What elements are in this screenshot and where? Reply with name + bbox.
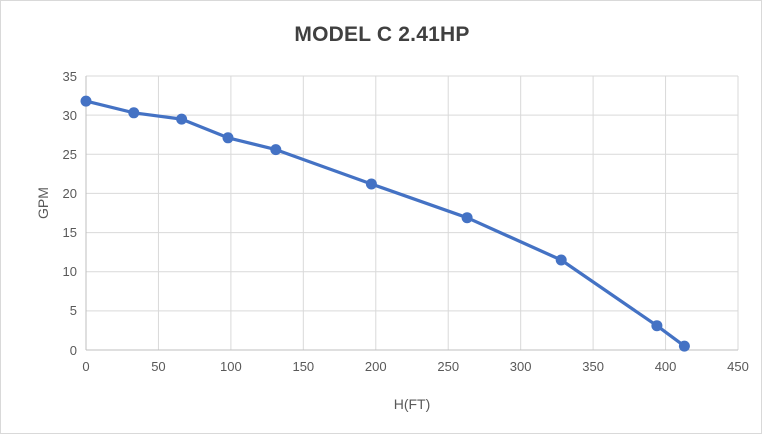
data-point-marker — [176, 113, 188, 125]
axis-lines — [85, 76, 738, 351]
y-tick-label: 35 — [62, 68, 77, 84]
gridlines — [85, 75, 739, 351]
x-tick-label: 350 — [582, 359, 604, 374]
y-tick-label: 25 — [62, 146, 77, 162]
data-point-marker — [270, 144, 282, 156]
y-tick-label: 15 — [62, 225, 77, 241]
y-tick-label: 30 — [62, 107, 77, 123]
data-point-marker — [128, 107, 140, 119]
y-tick-label: 5 — [69, 303, 77, 319]
x-tick-label: 150 — [292, 359, 315, 374]
y-tick-label: 0 — [69, 342, 77, 358]
data-point-marker — [80, 95, 92, 107]
data-point-marker — [461, 212, 473, 224]
data-point-marker — [651, 320, 663, 332]
data-point-marker — [222, 132, 234, 144]
data-point-marker — [678, 340, 690, 352]
series-line — [84, 99, 687, 348]
y-tick-label: 10 — [62, 264, 77, 280]
y-tick-label: 20 — [62, 185, 77, 201]
data-point-marker — [555, 254, 567, 266]
data-point-marker — [365, 178, 377, 190]
x-tick-label: 400 — [654, 359, 677, 374]
x-tick-label: 450 — [727, 359, 749, 374]
chart-title: MODEL C 2.41HP — [294, 23, 470, 46]
x-axis-title: H(FT) — [393, 396, 431, 412]
x-tick-label: 250 — [437, 359, 460, 374]
series-group — [80, 95, 690, 352]
x-tick-label: 200 — [364, 359, 387, 374]
x-tick-label: 50 — [151, 359, 166, 374]
x-tick-label: 300 — [509, 359, 532, 374]
x-tick-label: 0 — [82, 359, 90, 374]
x-tick-label: 100 — [220, 359, 242, 374]
